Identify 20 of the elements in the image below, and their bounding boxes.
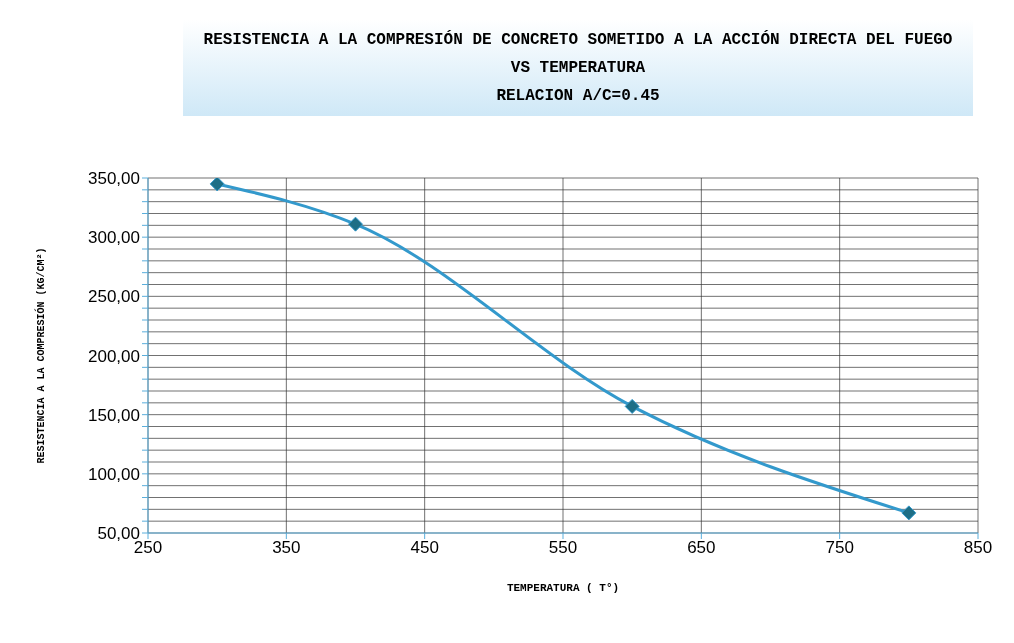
y-tick-label: 200,00: [88, 346, 140, 366]
x-tick-label: 550: [548, 538, 578, 558]
y-tick-label: 250,00: [88, 287, 140, 307]
y-tick-label: 100,00: [88, 464, 140, 484]
point: [901, 505, 917, 521]
x-tick-label: 350: [272, 538, 301, 558]
chart-title: RESISTENCIA A LA COMPRESIÓN DE CONCRETO SOMETIDO A LA ACCIÓN DIRECTA DEL FUEGO VS TEMPERATURA: [202, 29, 954, 79]
y-tick-label: 350,00: [88, 169, 140, 189]
point: [348, 216, 363, 232]
y-tick-label: 150,00: [88, 405, 140, 425]
y-axis-title: RESISTENCIA A LA COMPRESIÓN (KG/CM²): [33, 247, 47, 464]
x-tick-label: 650: [687, 538, 716, 558]
point: [209, 178, 225, 192]
x-axis-title: TEMPERATURA ( T°): [506, 582, 620, 594]
point: [624, 398, 640, 414]
y-tick-label: 300,00: [88, 228, 140, 248]
x-tick-label: 850: [963, 538, 993, 558]
x-tick-label: 450: [410, 538, 439, 558]
chart-subtitle: RELACION A/C=0.45: [495, 86, 661, 107]
x-tick-label: 750: [825, 538, 854, 558]
